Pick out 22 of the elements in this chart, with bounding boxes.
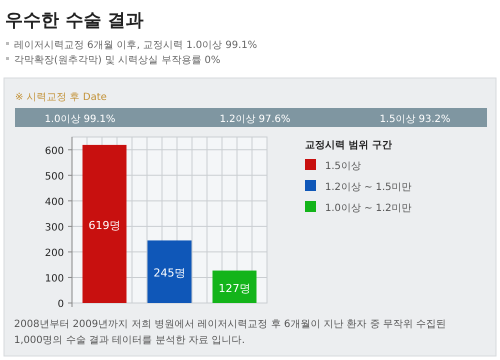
data-label: 127명 <box>218 282 250 295</box>
text: 1.2이상 97.6% <box>220 114 290 125</box>
y-tick-label: 400 <box>44 196 64 208</box>
y-tick-label: 500 <box>44 171 64 182</box>
y-tick-label: 600 <box>44 146 64 157</box>
y-tick-label: 100 <box>44 273 64 284</box>
text: 각막확장(원추각막) 및 시력상실 부작용률 0% <box>14 55 220 66</box>
y-tick-label: 300 <box>44 222 64 234</box>
legend-label: 1.2이상 ~ 1.5미만 <box>325 182 412 193</box>
legend-label: 1.5이상 <box>325 161 361 172</box>
y-tick-label: 0 <box>58 299 64 310</box>
text: 2008년부터 2009년까지 저희 병원에서 레이저시력교정 후 6개월이 지난 환자 중 무작위 수집된 1,000명의 수술 결과 테이터를 분석한 자료 입니다. <box>14 319 446 346</box>
text: 1.5이상 93.2% <box>380 114 450 125</box>
data-label: 245명 <box>154 266 186 280</box>
chart-title: 우수한 수술 결과 <box>5 10 144 31</box>
legend-label: 1.0이상 ~ 1.2미만 <box>325 203 412 214</box>
text: 1.0이상 99.1% <box>44 114 116 125</box>
text: ※ 시력교정 후 Date <box>15 92 107 103</box>
y-tick-label: 200 <box>44 248 64 259</box>
legend-title: 교정시력 범위 구간 <box>305 140 392 151</box>
data-label: 619명 <box>88 218 120 232</box>
chart-subtitle: 레이저시력교정 6개월 이후, 교정시력 1.0이상 99.1% <box>14 40 258 51</box>
